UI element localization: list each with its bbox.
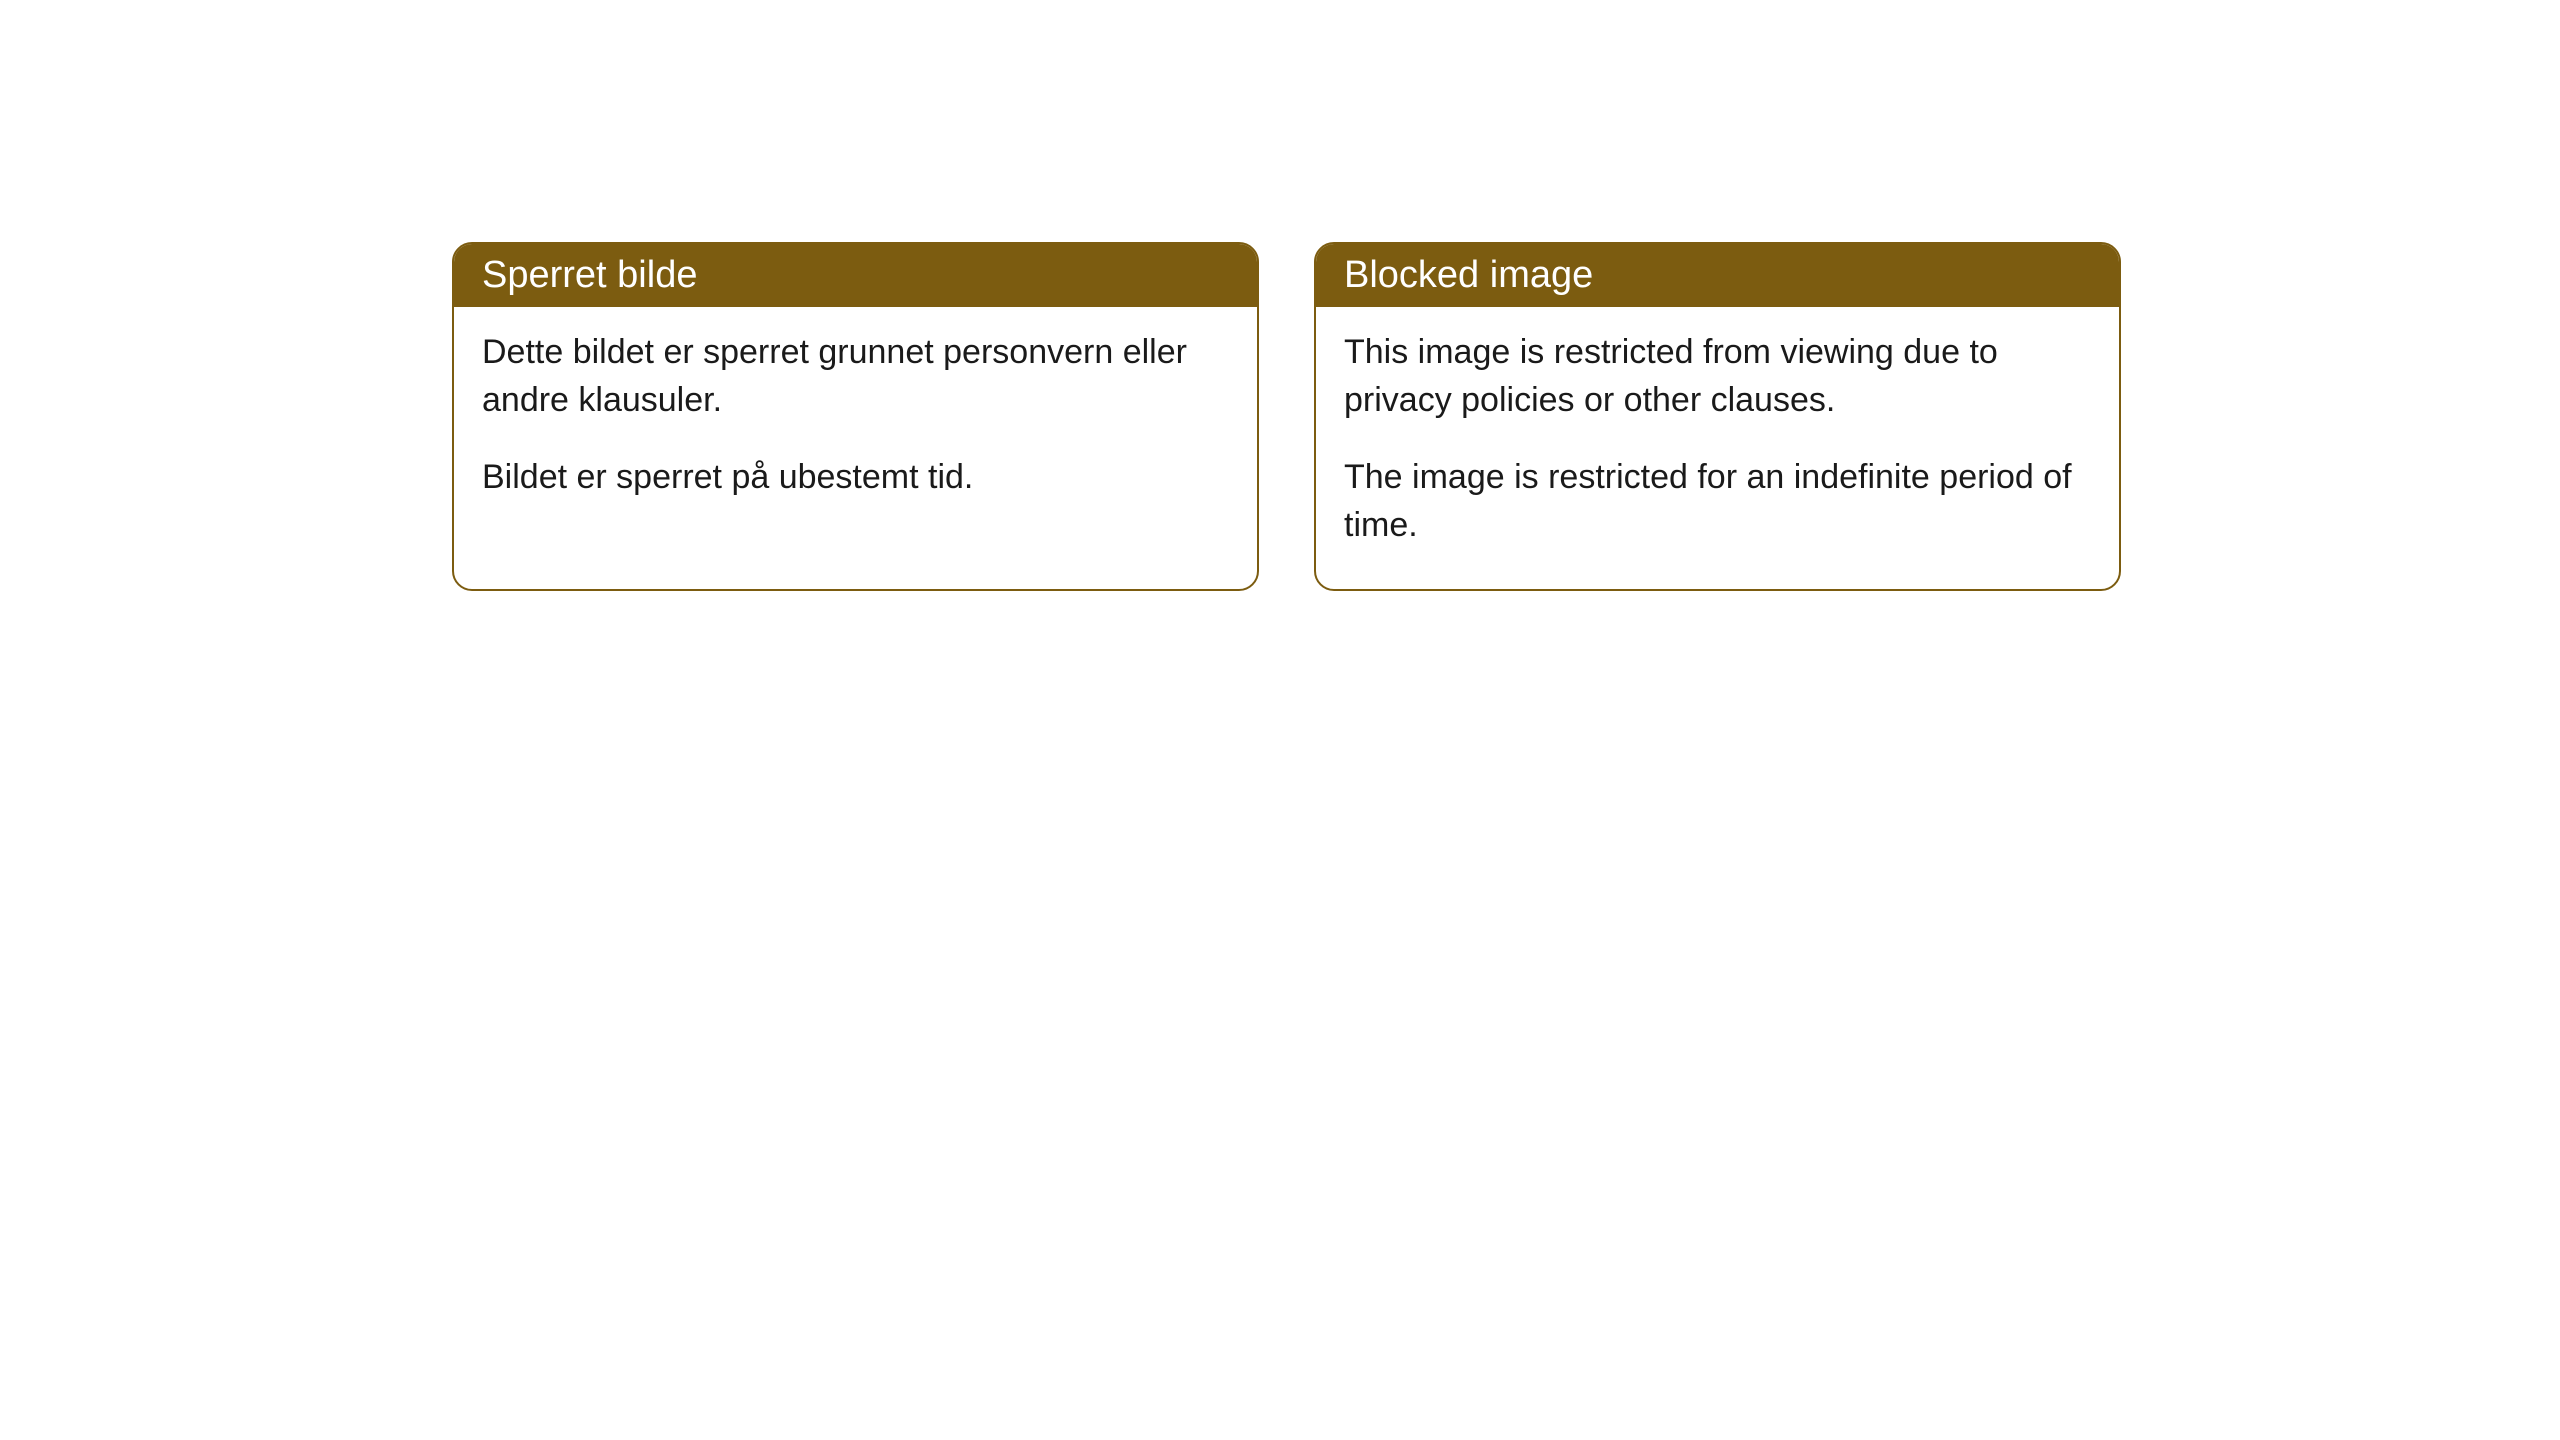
card-header-norwegian: Sperret bilde bbox=[454, 244, 1257, 307]
card-paragraph: This image is restricted from viewing du… bbox=[1344, 329, 2091, 424]
cards-container: Sperret bilde Dette bildet er sperret gr… bbox=[452, 242, 2560, 591]
card-header-english: Blocked image bbox=[1316, 244, 2119, 307]
blocked-image-card-norwegian: Sperret bilde Dette bildet er sperret gr… bbox=[452, 242, 1259, 591]
card-title: Sperret bilde bbox=[482, 254, 697, 296]
card-body-english: This image is restricted from viewing du… bbox=[1316, 307, 2119, 589]
card-paragraph: Bildet er sperret på ubestemt tid. bbox=[482, 454, 1229, 502]
blocked-image-card-english: Blocked image This image is restricted f… bbox=[1314, 242, 2121, 591]
card-body-norwegian: Dette bildet er sperret grunnet personve… bbox=[454, 307, 1257, 542]
card-title: Blocked image bbox=[1344, 254, 1593, 296]
card-paragraph: Dette bildet er sperret grunnet personve… bbox=[482, 329, 1229, 424]
card-paragraph: The image is restricted for an indefinit… bbox=[1344, 454, 2091, 549]
